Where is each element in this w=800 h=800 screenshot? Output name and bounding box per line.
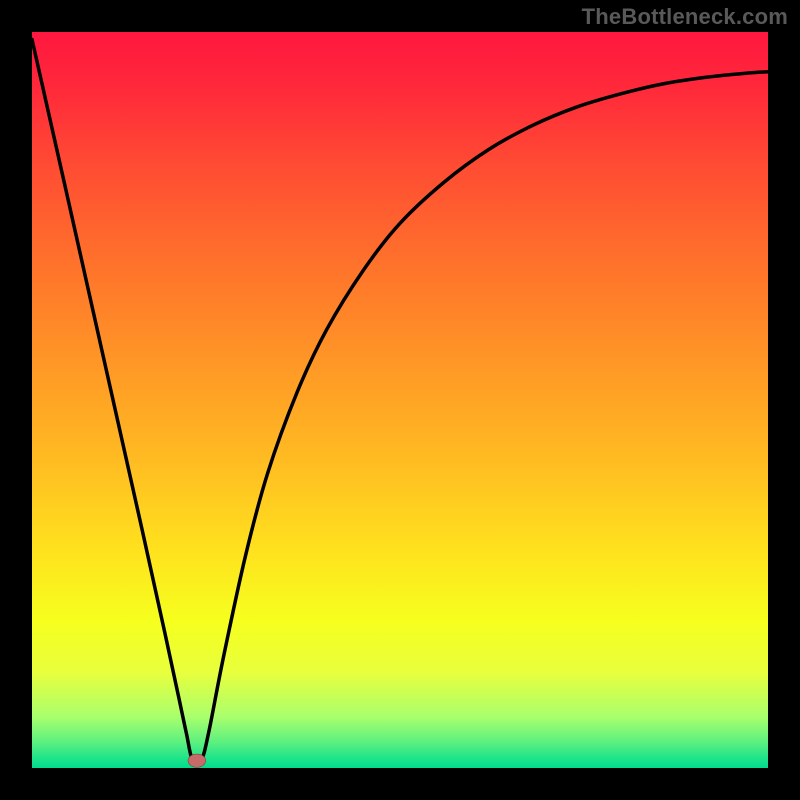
optimum-marker [188, 754, 206, 767]
bottleneck-chart [0, 0, 800, 800]
plot-background [32, 32, 768, 768]
chart-container: TheBottleneck.com [0, 0, 800, 800]
attribution-text: TheBottleneck.com [582, 4, 788, 30]
